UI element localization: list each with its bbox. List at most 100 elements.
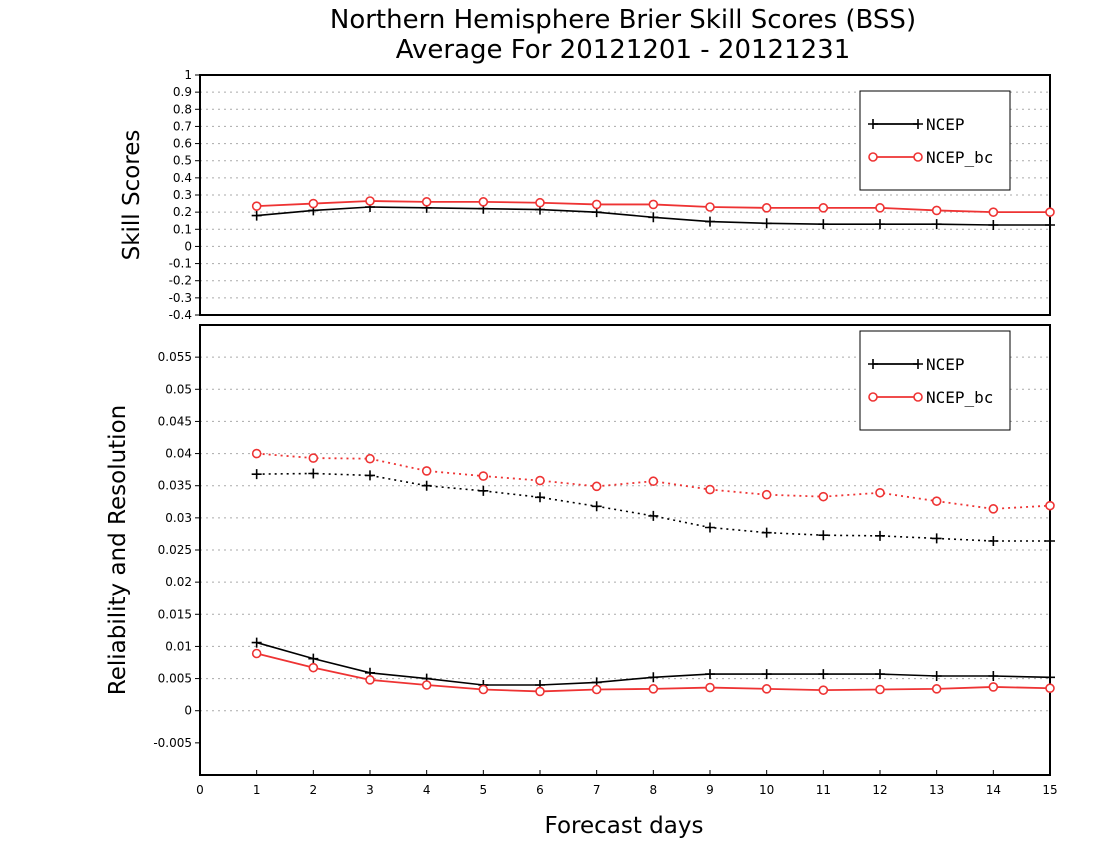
y-tick-label: -0.1 xyxy=(169,257,192,271)
data-point xyxy=(761,203,772,213)
legend-label: NCEP_bc xyxy=(926,388,993,407)
x-tick-label: 10 xyxy=(759,783,774,797)
y-tick-label: 0.1 xyxy=(173,222,192,236)
series-ncep-bc xyxy=(251,648,1055,697)
legend-marker xyxy=(868,392,878,402)
y-tick-label: 0.005 xyxy=(158,672,192,686)
x-tick-label: 0 xyxy=(196,783,204,797)
data-point xyxy=(875,219,885,230)
y-tick-label: 0.035 xyxy=(158,479,192,493)
legend-marker xyxy=(913,392,923,402)
data-point xyxy=(931,219,942,230)
data-point xyxy=(421,680,432,690)
data-point xyxy=(705,682,715,693)
data-point xyxy=(705,669,715,680)
data-point xyxy=(818,669,829,680)
y-tick-label: -0.4 xyxy=(169,308,192,322)
data-point xyxy=(988,504,999,514)
y-tick-label: 0.4 xyxy=(173,171,192,185)
y-tick-label: 0.5 xyxy=(173,154,192,168)
data-point xyxy=(535,197,545,208)
legend: NCEP NCEP_bc xyxy=(859,90,1011,191)
data-point xyxy=(591,501,602,512)
data-point xyxy=(818,491,829,502)
data-point xyxy=(251,648,262,659)
series-line xyxy=(256,452,1051,510)
y-tick-label: 1 xyxy=(184,68,192,82)
data-point xyxy=(308,198,319,209)
legend-marker xyxy=(868,359,878,369)
y-tick-label: 0.045 xyxy=(158,414,192,428)
y-tick-label: -0.005 xyxy=(153,736,192,750)
x-tick-label: 8 xyxy=(650,783,658,797)
legend-box xyxy=(859,330,1011,431)
x-tick-label: 6 xyxy=(536,783,544,797)
data-point xyxy=(705,216,715,227)
chart-title-line2: Average For 20121201 - 20121231 xyxy=(396,35,851,65)
y-axis-label: Reliability and Resolution xyxy=(105,405,131,695)
x-tick-label: 3 xyxy=(366,783,374,797)
y-tick-label: 0.03 xyxy=(165,511,192,525)
y-tick-label: 0.02 xyxy=(165,575,192,589)
data-point xyxy=(988,671,999,681)
chart-title-line1: Northern Hemisphere Brier Skill Scores (… xyxy=(330,5,916,35)
data-point xyxy=(1045,683,1055,694)
legend-marker xyxy=(913,152,923,162)
data-point xyxy=(875,487,885,498)
data-point xyxy=(931,496,942,506)
data-point xyxy=(818,530,829,541)
y-tick-label: 0.04 xyxy=(165,447,192,461)
legend-marker xyxy=(868,152,878,162)
legend: NCEP NCEP_bc xyxy=(859,330,1011,431)
data-point xyxy=(931,671,942,681)
data-point xyxy=(421,480,432,491)
data-point xyxy=(365,675,375,685)
data-point xyxy=(931,205,942,216)
data-point xyxy=(1045,207,1055,217)
y-tick-label: 0.7 xyxy=(173,119,192,133)
data-point xyxy=(591,684,602,695)
data-point xyxy=(648,199,659,210)
x-tick-label: 11 xyxy=(816,783,831,797)
x-tick-label: 4 xyxy=(423,783,431,797)
x-tick-label: 13 xyxy=(929,783,944,797)
data-point xyxy=(648,212,659,223)
data-point xyxy=(365,196,375,206)
data-point xyxy=(705,522,715,533)
series-ncep-bc xyxy=(251,196,1055,217)
data-point xyxy=(988,536,999,546)
data-point xyxy=(875,530,885,541)
y-tick-label: 0.3 xyxy=(173,188,192,202)
y-tick-label: 0 xyxy=(184,239,192,253)
series-ncep-bc xyxy=(251,448,1055,514)
data-point xyxy=(761,669,772,680)
series-line xyxy=(256,472,1050,542)
y-tick-label: 0.2 xyxy=(173,205,192,219)
legend-marker xyxy=(913,119,923,129)
plot-frame xyxy=(199,74,1051,316)
data-point xyxy=(251,637,262,648)
data-point xyxy=(365,470,375,481)
y-tick-label: 0.01 xyxy=(165,639,192,653)
y-tick-label: 0.6 xyxy=(173,137,192,151)
y-tick-label: 0.8 xyxy=(173,102,192,116)
data-point xyxy=(931,684,942,694)
skill-scores-panel: -0.4 -0.3 -0.2 -0.1 0 0.1 0.2 0.3 0.4 0.5 0.6 0.7 0.… xyxy=(119,68,1055,322)
legend-box xyxy=(859,90,1011,191)
y-tick-label: -0.3 xyxy=(169,291,192,305)
data-point xyxy=(1045,500,1055,511)
data-point xyxy=(591,199,602,210)
data-point xyxy=(421,197,432,207)
x-tick-label: 9 xyxy=(706,783,714,797)
data-point xyxy=(308,653,319,664)
legend-label: NCEP xyxy=(926,115,965,134)
data-point xyxy=(478,684,489,695)
data-point xyxy=(988,682,999,692)
legend-label: NCEP_bc xyxy=(926,148,993,167)
y-tick-label: -0.2 xyxy=(169,274,192,288)
y-tick-label: 0.015 xyxy=(158,607,192,621)
data-point xyxy=(761,684,772,694)
series-ncep xyxy=(251,202,1055,230)
data-point xyxy=(308,662,319,673)
